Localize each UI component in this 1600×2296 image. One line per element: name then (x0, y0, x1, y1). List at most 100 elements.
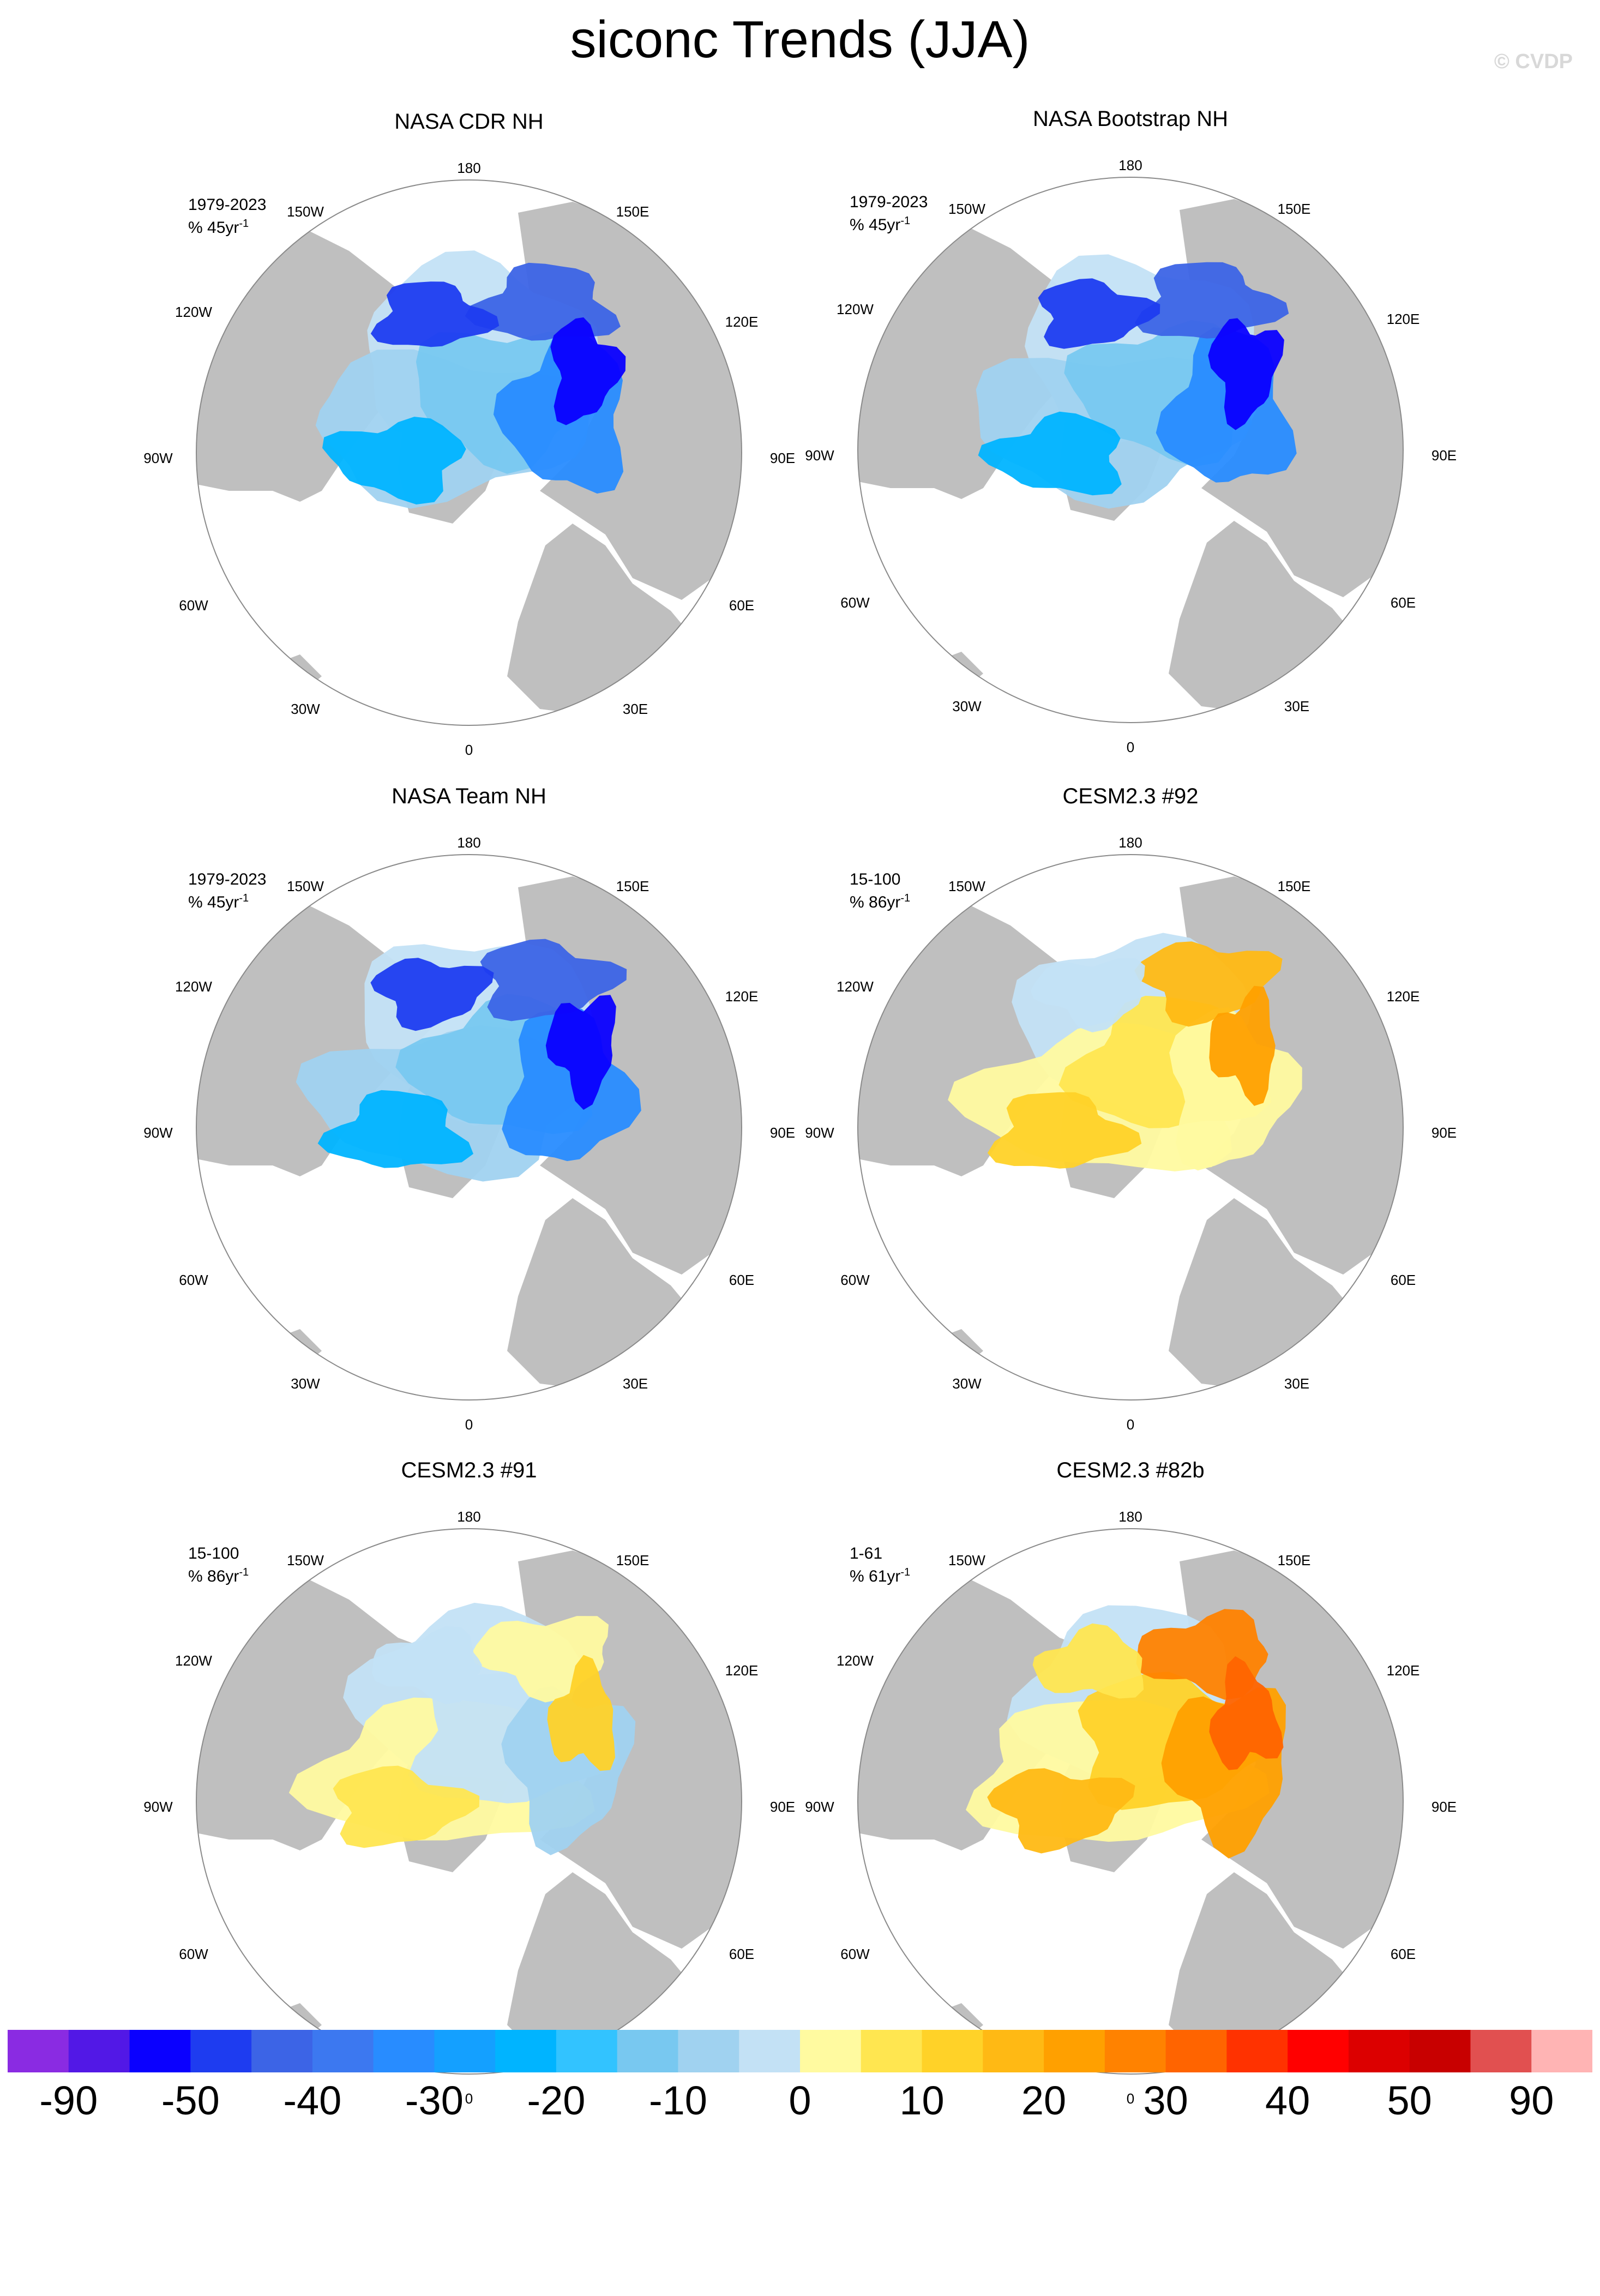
longitude-label: 60W (179, 1272, 208, 1288)
longitude-label: 150E (1277, 201, 1311, 217)
colorbar-label: -10 (648, 2078, 707, 2123)
units-text: % 86yr (850, 893, 901, 911)
period-label: 15-100 (850, 870, 901, 888)
colorbar-box (861, 2030, 923, 2072)
longitude-label: 120W (175, 304, 212, 320)
ice-trend-region (1209, 985, 1276, 1106)
map-boundary (857, 854, 1404, 1401)
ice-trend-region (550, 317, 626, 425)
units-exponent: -1 (239, 218, 249, 230)
period-label: 1979-2023 (188, 196, 267, 214)
units-text: % 45yr (850, 216, 901, 234)
polar-map (196, 1528, 742, 2075)
watermark: © CVDP (1494, 50, 1573, 73)
longitude-label: 150E (1277, 878, 1311, 894)
longitude-label: 30E (1284, 1375, 1310, 1392)
map-panel: NASA CDR NH 1979-2023% 45yr-1 180 150E 120E 9… (93, 109, 845, 785)
colorbar-box (983, 2030, 1044, 2072)
longitude-label: 150W (948, 201, 985, 217)
panel-title: NASA Bootstrap NH (1033, 107, 1228, 131)
ice-trend-region (372, 1626, 482, 1704)
units-exponent: -1 (239, 1566, 249, 1578)
polar-map (857, 1528, 1404, 2075)
longitude-label: 90E (769, 1125, 796, 1141)
longitude-label: 180 (457, 1508, 481, 1525)
longitude-label: 90W (143, 1799, 173, 1815)
longitude-label: 90W (805, 1125, 834, 1141)
colorbar-box (373, 2030, 435, 2072)
period-label: 1979-2023 (188, 870, 267, 888)
longitude-label: 150W (948, 878, 985, 894)
map-boundary (857, 1528, 1404, 2075)
longitude-label: 0 (1126, 1416, 1135, 1433)
colorbar-box (1288, 2030, 1349, 2072)
panel-title: CESM2.3 #91 (401, 1458, 537, 1482)
units-text: % 86yr (188, 1567, 239, 1585)
ice-trend-region (987, 1768, 1135, 1854)
map-content (196, 1529, 742, 2074)
longitude-label: 30E (622, 701, 648, 717)
map-panel: CESM2.3 #82b 1-61% 61yr-1 180 150E 120E 90E 60… (754, 1458, 1507, 2134)
colorbar-label: 30 (1143, 2078, 1188, 2123)
longitude-label: 120E (725, 988, 759, 1005)
colorbar-box (739, 2030, 801, 2072)
units-text: % 61yr (850, 1567, 901, 1585)
colorbar-label: 50 (1387, 2078, 1432, 2123)
colorbar-box (922, 2030, 983, 2072)
map-panel: NASA Bootstrap NH 1979-2023% 45yr-1 180 150… (754, 106, 1507, 783)
map-panel: CESM2.3 #91 15-100% 86yr-1 180 150E 120E 90E 6… (93, 1458, 845, 2134)
colorbar-label: -50 (161, 2078, 220, 2123)
colorbar-box (68, 2030, 130, 2072)
map-content (858, 177, 1403, 723)
colorbar-box (556, 2030, 618, 2072)
longitude-label: 30W (952, 1375, 982, 1392)
longitude-label: 180 (457, 834, 481, 851)
units-label: % 45yr-1 (188, 888, 249, 912)
longitude-label: 120W (837, 1652, 874, 1669)
longitude-label: 30W (291, 1375, 320, 1392)
units-exponent: -1 (239, 892, 249, 904)
longitude-label: 150E (616, 203, 649, 220)
ice-trend-region (1038, 278, 1160, 349)
longitude-label: 60W (179, 1946, 208, 1962)
longitude-label: 90E (1431, 1799, 1457, 1815)
longitude-label: 30E (1284, 698, 1310, 714)
panel-title: NASA CDR NH (394, 110, 544, 134)
units-label: % 86yr-1 (188, 1562, 249, 1586)
panel-title: CESM2.3 #82b (1056, 1458, 1205, 1482)
colorbar-box (1044, 2030, 1105, 2072)
longitude-label: 150W (287, 1552, 324, 1568)
map-boundary (196, 179, 742, 726)
ice-trend-region (1209, 1656, 1284, 1770)
longitude-label: 120W (837, 978, 874, 995)
panel-title: CESM2.3 #92 (1062, 784, 1199, 808)
ice-trend-region (317, 1090, 473, 1168)
polar-map (857, 854, 1404, 1401)
colorbar-label: 10 (899, 2078, 945, 2123)
map-boundary (857, 177, 1404, 723)
longitude-label: 60E (1390, 594, 1416, 611)
longitude-label: 180 (1118, 157, 1142, 173)
longitude-label: 90W (805, 447, 834, 464)
ice-trend-region (987, 1092, 1142, 1169)
ice-trend-region (370, 281, 500, 347)
colorbar-box (1531, 2030, 1592, 2072)
longitude-label: 60W (840, 594, 870, 611)
polar-map (196, 854, 742, 1401)
colorbar-box (312, 2030, 374, 2072)
longitude-label: 90W (143, 450, 173, 466)
longitude-label: 120W (175, 978, 212, 995)
units-exponent: -1 (900, 1566, 911, 1578)
map-boundary (196, 1528, 742, 2075)
colorbar-label: -20 (527, 2078, 586, 2123)
longitude-label: 120W (837, 301, 874, 317)
longitude-label: 0 (465, 2090, 473, 2107)
longitude-label: 30E (622, 1375, 648, 1392)
units-label: % 86yr-1 (850, 888, 910, 912)
panel-title: NASA Team NH (392, 784, 546, 808)
period-label: 15-100 (188, 1544, 239, 1562)
period-label: 1979-2023 (850, 193, 928, 211)
colorbar-box (8, 2030, 69, 2072)
longitude-label: 60W (179, 597, 208, 614)
map-content (196, 855, 742, 1400)
